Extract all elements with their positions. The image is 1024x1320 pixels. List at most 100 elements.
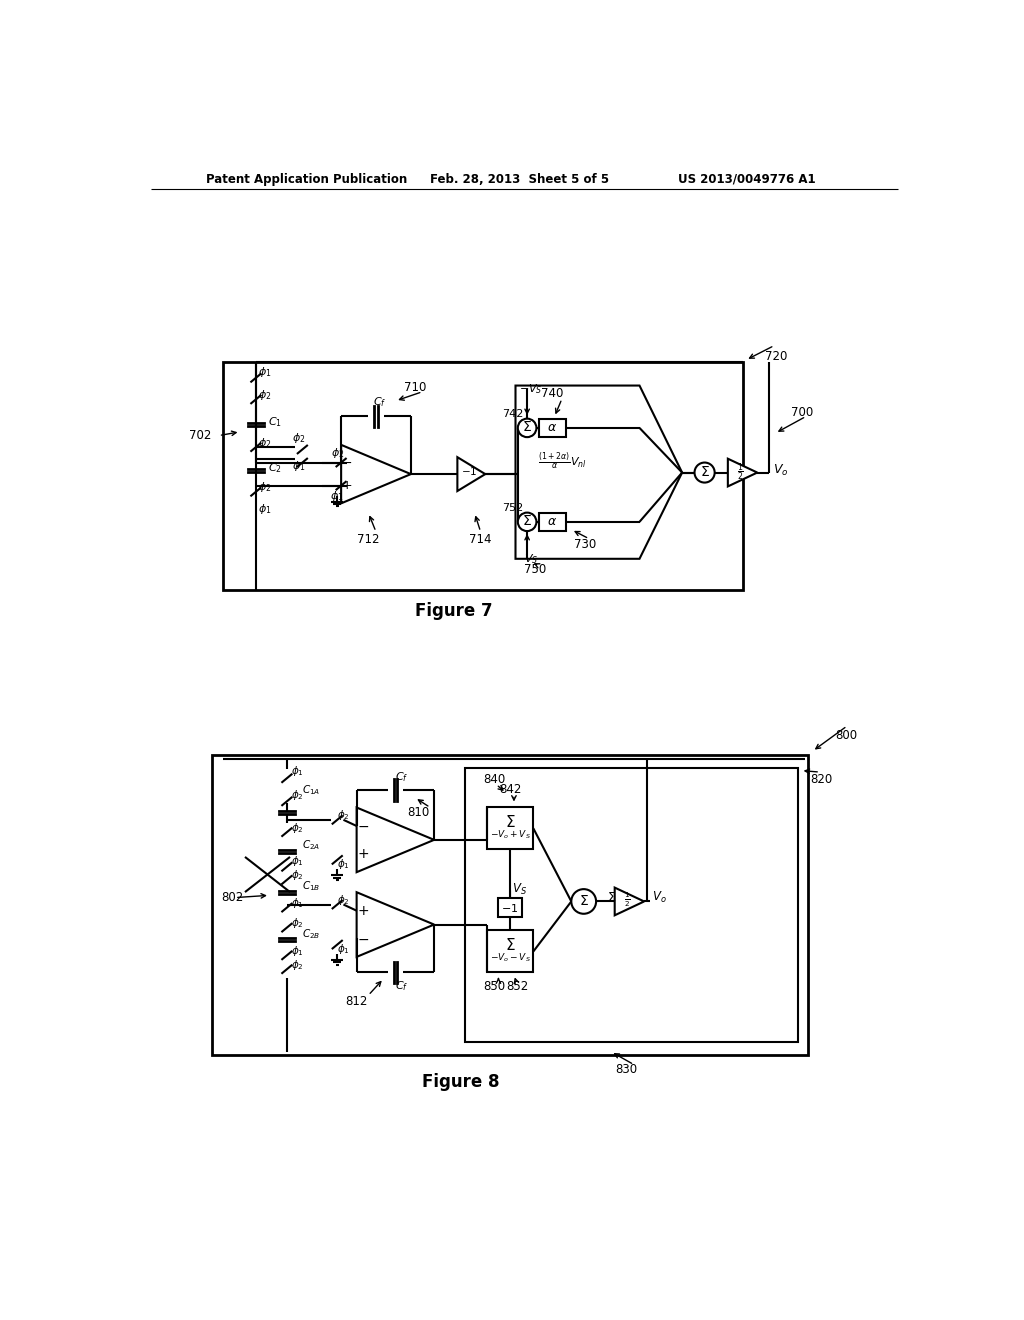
Text: $-V_o+V_S$: $-V_o+V_S$ bbox=[489, 828, 530, 841]
Polygon shape bbox=[614, 887, 644, 915]
Text: $-$: $-$ bbox=[341, 455, 352, 469]
Circle shape bbox=[518, 512, 537, 531]
Text: $\phi_2$: $\phi_2$ bbox=[292, 821, 304, 836]
Text: $\phi_2$: $\phi_2$ bbox=[258, 480, 272, 494]
Text: 802: 802 bbox=[221, 891, 244, 904]
Text: $\Sigma$: $\Sigma$ bbox=[522, 513, 532, 528]
Text: 730: 730 bbox=[574, 539, 596, 552]
Text: $\phi_1$: $\phi_1$ bbox=[258, 364, 272, 379]
Text: 830: 830 bbox=[615, 1063, 637, 1076]
Text: $\phi_1$: $\phi_1$ bbox=[337, 858, 350, 871]
Bar bbox=[486, 929, 534, 973]
Text: Figure 8: Figure 8 bbox=[423, 1073, 500, 1092]
Text: $-V_o-V_S$: $-V_o-V_S$ bbox=[489, 952, 530, 964]
Text: $\phi_1$: $\phi_1$ bbox=[291, 763, 304, 777]
Text: $\phi_1$: $\phi_1$ bbox=[292, 459, 305, 474]
Circle shape bbox=[694, 462, 715, 483]
Polygon shape bbox=[356, 892, 434, 957]
Text: $+$: $+$ bbox=[341, 479, 352, 492]
Text: $-$: $-$ bbox=[356, 932, 369, 945]
Text: 742: 742 bbox=[503, 409, 524, 418]
Text: $\phi_2$: $\phi_2$ bbox=[292, 916, 304, 931]
Polygon shape bbox=[728, 459, 758, 487]
Text: 850: 850 bbox=[483, 979, 506, 993]
Text: $\phi_2$: $\phi_2$ bbox=[258, 436, 272, 450]
Text: $\Sigma$: $\Sigma$ bbox=[579, 894, 589, 908]
Text: 800: 800 bbox=[836, 730, 858, 742]
Text: $V_o$: $V_o$ bbox=[773, 463, 788, 478]
Text: $C_1$: $C_1$ bbox=[267, 414, 282, 429]
Text: $\phi_2$: $\phi_2$ bbox=[292, 957, 304, 972]
Text: $\Sigma$: $\Sigma$ bbox=[505, 814, 515, 830]
Bar bbox=[539, 418, 566, 437]
Text: 702: 702 bbox=[188, 429, 211, 442]
Text: $C_{2B}$: $C_{2B}$ bbox=[302, 927, 321, 941]
Text: 740: 740 bbox=[541, 387, 563, 400]
Text: 812: 812 bbox=[345, 995, 368, 1008]
Text: 710: 710 bbox=[403, 380, 426, 393]
Text: $\phi_2$: $\phi_2$ bbox=[292, 788, 304, 803]
Bar bbox=[212, 755, 809, 1056]
Text: 714: 714 bbox=[469, 533, 492, 546]
Text: $\Sigma$: $\Sigma$ bbox=[522, 420, 532, 434]
Text: $-V_S$: $-V_S$ bbox=[519, 383, 543, 396]
Text: $\phi_1$: $\phi_1$ bbox=[291, 854, 304, 867]
Text: $\Sigma$: $\Sigma$ bbox=[699, 465, 710, 479]
Text: $\phi_2$: $\phi_2$ bbox=[292, 430, 305, 445]
Text: Feb. 28, 2013  Sheet 5 of 5: Feb. 28, 2013 Sheet 5 of 5 bbox=[430, 173, 609, 186]
Text: $-1$: $-1$ bbox=[461, 465, 477, 477]
Text: Figure 7: Figure 7 bbox=[415, 602, 493, 620]
Text: $\alpha$: $\alpha$ bbox=[547, 421, 557, 434]
Text: $\phi_1$: $\phi_1$ bbox=[337, 942, 350, 956]
Text: $\Sigma$: $\Sigma$ bbox=[607, 891, 616, 904]
Text: 750: 750 bbox=[523, 564, 546, 576]
Text: $\phi_2$: $\phi_2$ bbox=[337, 808, 350, 822]
Text: $\Sigma$: $\Sigma$ bbox=[505, 937, 515, 953]
Text: 852: 852 bbox=[507, 979, 529, 993]
Text: $-$: $-$ bbox=[356, 818, 369, 833]
Text: $C_f$: $C_f$ bbox=[395, 771, 409, 784]
Bar bbox=[222, 363, 743, 590]
Text: $C_f$: $C_f$ bbox=[373, 396, 387, 409]
Text: $\phi_2$: $\phi_2$ bbox=[292, 869, 304, 882]
Bar bbox=[499, 899, 521, 917]
Text: $V_o$: $V_o$ bbox=[652, 890, 667, 906]
Text: 840: 840 bbox=[483, 772, 506, 785]
Text: 700: 700 bbox=[791, 407, 813, 418]
Polygon shape bbox=[356, 808, 434, 873]
Text: 820: 820 bbox=[810, 774, 833, 787]
Text: $\alpha$: $\alpha$ bbox=[547, 515, 557, 528]
Text: 720: 720 bbox=[765, 350, 787, 363]
Text: 810: 810 bbox=[408, 807, 430, 820]
Text: $\phi_1$: $\phi_1$ bbox=[258, 502, 272, 516]
Text: $C_f$: $C_f$ bbox=[395, 979, 409, 993]
Text: $C_{2A}$: $C_{2A}$ bbox=[302, 838, 321, 853]
Polygon shape bbox=[515, 385, 682, 558]
Text: $C_2$: $C_2$ bbox=[267, 461, 282, 475]
Text: $+$: $+$ bbox=[356, 846, 369, 861]
Text: $\phi_2$: $\phi_2$ bbox=[337, 892, 350, 907]
Text: US 2013/0049776 A1: US 2013/0049776 A1 bbox=[678, 173, 816, 186]
Text: $\phi_2$: $\phi_2$ bbox=[331, 446, 344, 459]
Text: 712: 712 bbox=[357, 533, 380, 546]
Text: $\phi_2$: $\phi_2$ bbox=[258, 388, 272, 401]
Circle shape bbox=[518, 418, 537, 437]
Bar bbox=[539, 512, 566, 531]
Text: $\phi_1$: $\phi_1$ bbox=[331, 488, 344, 503]
Text: $\frac{1}{2}$: $\frac{1}{2}$ bbox=[737, 462, 743, 483]
Text: $\phi_1$: $\phi_1$ bbox=[291, 945, 304, 958]
Text: $-1$: $-1$ bbox=[502, 902, 519, 913]
Text: 752: 752 bbox=[503, 503, 524, 513]
Circle shape bbox=[571, 890, 596, 913]
Text: $+$: $+$ bbox=[356, 904, 369, 917]
Text: 842: 842 bbox=[499, 783, 521, 796]
Text: $\frac{(1+2\alpha)}{\alpha}V_{nl}$: $\frac{(1+2\alpha)}{\alpha}V_{nl}$ bbox=[538, 450, 587, 471]
Bar bbox=[486, 807, 534, 849]
Polygon shape bbox=[458, 457, 485, 491]
Text: $\frac{1}{2}$: $\frac{1}{2}$ bbox=[624, 891, 631, 909]
Text: $C_{1A}$: $C_{1A}$ bbox=[302, 783, 321, 797]
Text: $\phi_1$: $\phi_1$ bbox=[291, 896, 304, 909]
Polygon shape bbox=[341, 445, 411, 503]
Bar bbox=[465, 768, 799, 1041]
Text: $V_S$: $V_S$ bbox=[524, 552, 539, 566]
